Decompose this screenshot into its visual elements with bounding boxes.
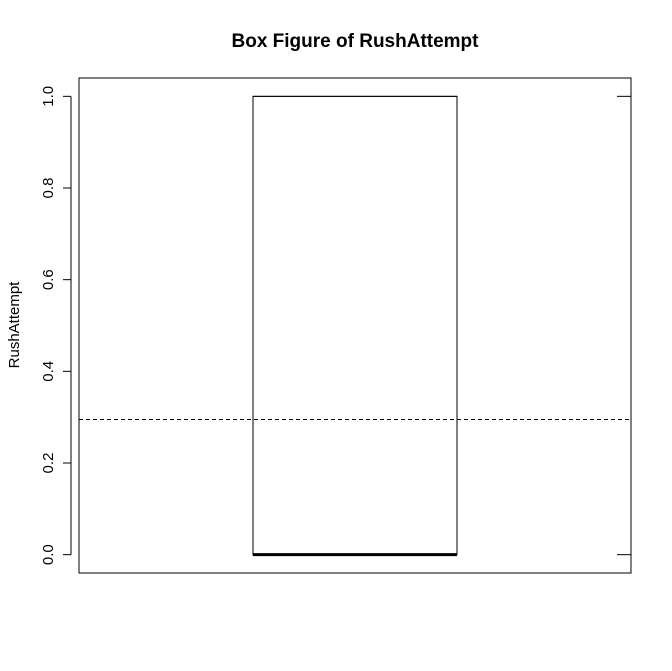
y-tick-label: 0.2 [40,453,57,474]
plot-frame [78,77,632,574]
y-axis: 0.0 0.2 0.4 0.6 0.8 1.0 [40,86,72,565]
y-axis-label: RushAttempt [6,281,23,369]
y-tick-label: 0.0 [40,544,57,565]
plot-marks [79,95,631,557]
y-tick-label: 0.8 [40,178,57,199]
chart-title: Box Figure of RushAttempt [232,31,480,52]
box-iqr [252,95,458,556]
y-tick-label: 1.0 [40,86,57,107]
y-tick-label: 0.6 [40,269,57,290]
y-tick-label: 0.4 [40,361,57,382]
